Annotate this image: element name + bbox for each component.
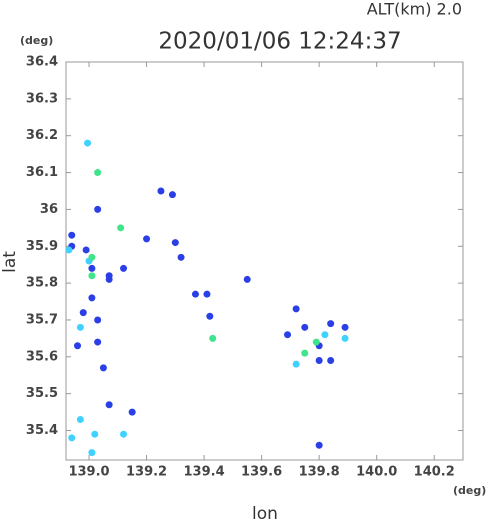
y-axis-label: lat	[0, 251, 20, 273]
x-axis-label: lon	[252, 504, 278, 521]
echo-point	[94, 338, 102, 346]
echo-point	[301, 323, 309, 331]
x-tick-label: 139.8	[299, 465, 340, 480]
echo-point	[105, 272, 113, 280]
echo-point	[292, 305, 300, 313]
y-tick-label: 35.7	[26, 312, 58, 327]
y-tick-label: 36.4	[26, 55, 58, 70]
echo-point	[284, 331, 292, 339]
echo-point	[88, 272, 96, 280]
x-tick-label: 139.6	[241, 465, 282, 480]
echo-point	[315, 357, 323, 364]
y-tick-label: 35.5	[26, 386, 58, 401]
x-tick-label: 140.2	[414, 465, 455, 480]
echo-point	[82, 246, 90, 254]
y-tick-label: 36.3	[26, 91, 58, 106]
echo-point	[341, 323, 349, 331]
echo-point	[94, 169, 102, 177]
echo-point	[203, 290, 211, 298]
echo-point	[171, 239, 179, 247]
echo-point	[94, 316, 102, 324]
echo-point	[327, 320, 335, 328]
echo-point	[117, 224, 125, 232]
x-tick-label: 139.2	[126, 465, 167, 480]
echo-point	[327, 357, 335, 364]
echo-point	[292, 360, 300, 368]
y-tick-label: 36	[40, 202, 58, 217]
y-tick-label: 36.1	[26, 165, 58, 180]
x-tick-label: 139.4	[184, 465, 225, 480]
echo-point	[301, 349, 309, 357]
echo-point	[321, 331, 329, 339]
echo-point	[88, 264, 96, 272]
echo-point	[341, 334, 349, 342]
y-tick-label: 35.8	[26, 276, 58, 291]
echo-point	[99, 364, 107, 372]
echo-point	[94, 205, 102, 213]
echo-point	[243, 275, 251, 283]
echo-point	[88, 253, 96, 261]
echo-point	[315, 441, 323, 449]
y-unit: (deg)	[20, 34, 53, 47]
echo-point	[177, 253, 185, 261]
echo-point	[76, 323, 84, 331]
echo-point	[91, 430, 99, 438]
chart-title: 2020/01/06 12:24:37	[158, 29, 401, 55]
subtitle: ALT(km) 2.0	[367, 0, 462, 19]
echo-point	[206, 312, 214, 320]
echo-point	[65, 246, 73, 254]
echo-point	[105, 401, 113, 409]
echo-point	[68, 231, 76, 239]
y-tick-label: 35.9	[26, 239, 58, 254]
echo-point	[88, 449, 96, 457]
y-tick-label: 35.4	[26, 423, 58, 438]
echo-point	[74, 342, 82, 350]
y-tick-label: 35.6	[26, 349, 58, 364]
echo-point	[120, 430, 128, 438]
echo-point	[120, 264, 128, 272]
echo-point	[88, 294, 96, 302]
echo-point	[84, 139, 92, 147]
echo-point	[191, 290, 199, 298]
echo-point	[209, 334, 217, 342]
echo-point	[143, 235, 151, 243]
echo-point	[312, 338, 320, 346]
x-unit: (deg)	[453, 484, 486, 497]
echo-point	[79, 309, 87, 317]
echo-point	[157, 187, 165, 195]
echo-point	[168, 191, 176, 199]
y-tick-label: 36.2	[26, 128, 58, 143]
echo-point	[68, 434, 76, 442]
echo-point	[128, 408, 136, 416]
plot-frame	[65, 61, 464, 461]
echo-point	[76, 415, 84, 423]
x-tick-label: 140.0	[356, 465, 397, 480]
x-tick-label: 139.0	[68, 465, 109, 480]
